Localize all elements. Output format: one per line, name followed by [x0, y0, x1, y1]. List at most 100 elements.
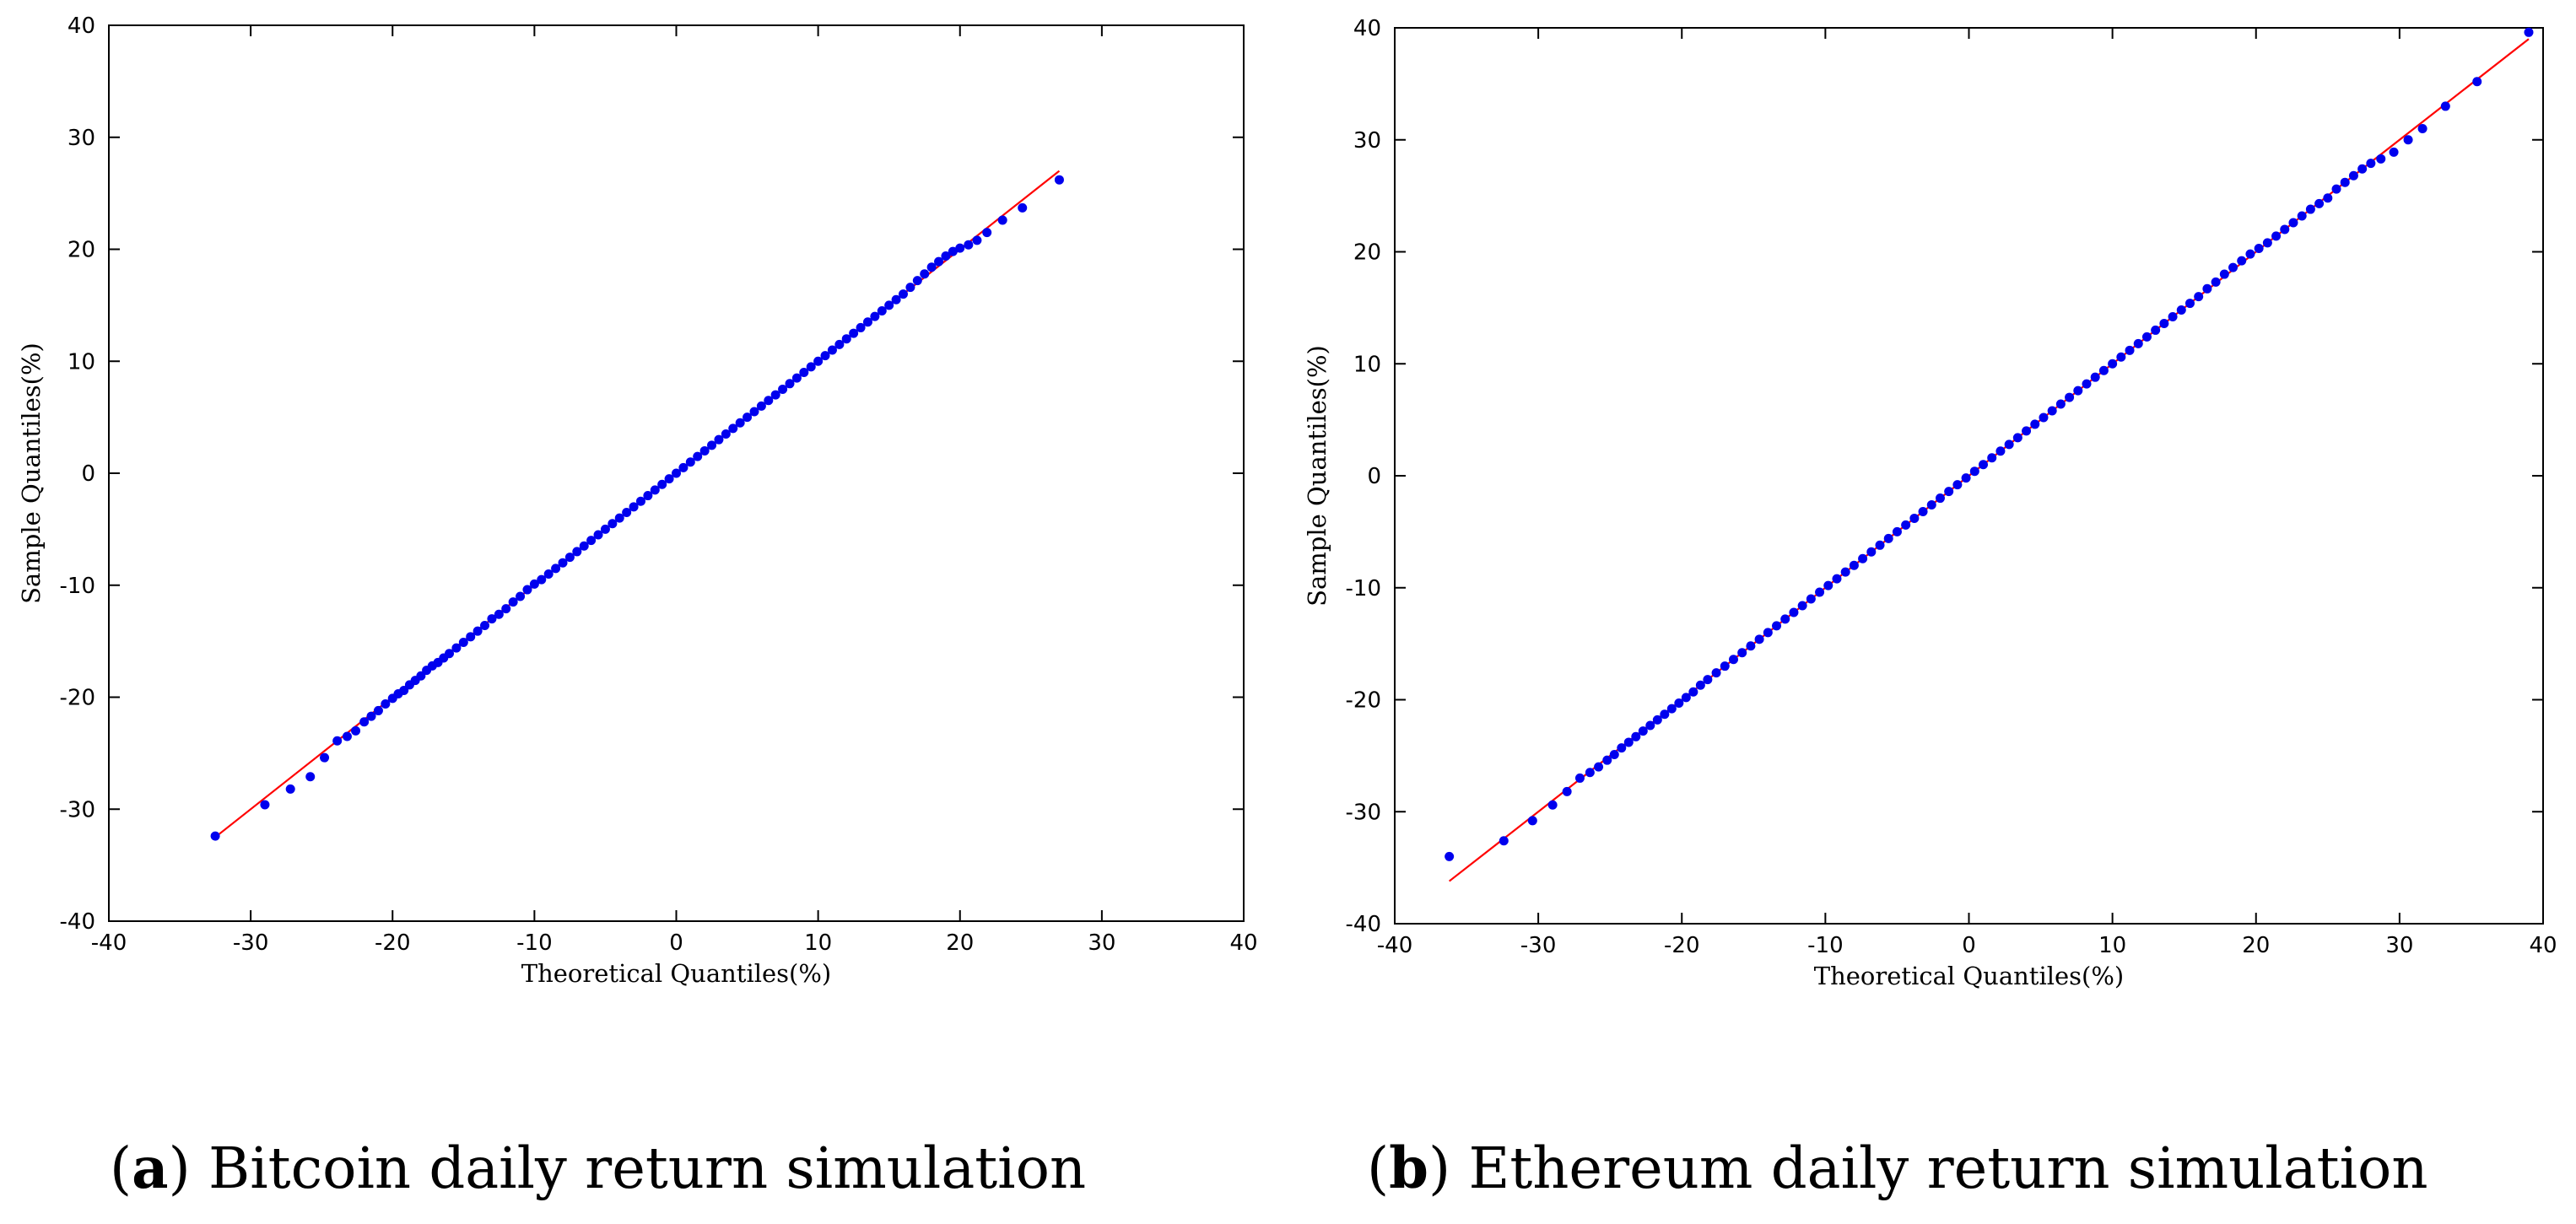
panel-b-qq-point — [2151, 325, 2161, 335]
panel-a-qq-point — [813, 356, 824, 366]
panel-a-qq-point — [1018, 202, 1028, 213]
panel-a-letter: a — [132, 1135, 168, 1201]
panel-b-qq-point — [2417, 123, 2427, 133]
panel-a-qq-point — [884, 300, 894, 310]
panel-b-qq-point — [2108, 359, 2118, 369]
panel-a-qq-point — [529, 579, 539, 589]
panel-a-qq-point — [948, 246, 958, 256]
panel-b-qq-point — [1883, 533, 1893, 543]
panel-b-y-tick-label: -40 — [1346, 912, 1381, 937]
panel-b-qq-point — [2288, 218, 2298, 228]
panel-a-qq-point — [672, 468, 681, 478]
panel-a-qq-point — [501, 604, 511, 614]
panel-a-qq-point — [905, 283, 915, 293]
panel-b-qq-point — [2403, 135, 2413, 145]
panel-a-qq-point — [941, 251, 951, 261]
panel-b-qq-point — [2082, 379, 2092, 389]
panel-a-qq-point — [210, 831, 220, 841]
panel-b-qq-point — [1623, 737, 1634, 747]
panel-a-qq-point — [778, 384, 788, 394]
panel-a-y-axis-title: Sample Quantiles(%) — [17, 342, 46, 604]
panel-b-x-tick-label: 20 — [2242, 933, 2270, 958]
panel-a-qq-point — [685, 457, 695, 467]
panel-b-y-tick-label: 10 — [1353, 352, 1381, 377]
panel-b-qq-point — [2524, 27, 2534, 37]
panel-a-y-tick-label: 30 — [68, 126, 95, 151]
panel-a-qq-point — [664, 474, 674, 484]
panel-a-qq-point — [791, 373, 802, 383]
panel-b-qq-point — [1823, 580, 1833, 590]
panel-b-qq-point — [2125, 345, 2135, 355]
panel-b-qq-point — [2004, 439, 2014, 450]
panel-b-qq-point — [1645, 720, 1655, 731]
panel-a-qq-point — [320, 752, 330, 763]
panel-b-qq-point — [2297, 211, 2307, 221]
panel-b-y-axis-title: Sample Quantiles(%) — [1303, 345, 1331, 607]
panel-a-qq-point — [342, 731, 352, 741]
panel-b-qq-point — [2133, 338, 2143, 348]
panel-b-qq-point — [2280, 224, 2290, 235]
panel-b-qq-point — [2376, 154, 2386, 164]
panel-a-qq-point — [862, 317, 872, 327]
panel-b-qq-point — [1875, 540, 1885, 550]
panel-a-qq-point — [912, 276, 922, 286]
panel-b-y-tick-label: -20 — [1346, 688, 1381, 714]
panel-b-qq-point — [1754, 634, 1764, 644]
panel-a-qq-point — [351, 725, 361, 736]
panel-a-qq-point — [586, 536, 597, 546]
panel-a-x-tick-label: 10 — [804, 930, 832, 956]
panel-b-qq-point — [2184, 299, 2195, 309]
panel-b-qq-point — [1660, 709, 1670, 720]
panel-b-qq-point — [2073, 386, 2083, 396]
panel-b-qq-point — [1602, 755, 1612, 765]
panel-b-qq-point — [2168, 311, 2178, 321]
panel-a-qq-point — [926, 262, 937, 272]
panel-b-y-tick-label: 20 — [1353, 240, 1381, 266]
panel-b-y-tick-label: 30 — [1353, 128, 1381, 154]
panel-a-qq-point — [877, 306, 887, 316]
panel-b-qq-point — [1866, 547, 1877, 557]
panel-a-qq-point — [579, 541, 589, 551]
panel-a-x-tick-label: 30 — [1088, 930, 1115, 956]
panel-a-qq-point — [678, 462, 689, 472]
panel-a-qq-point — [806, 362, 816, 372]
panel-b-x-tick-label: 40 — [2529, 933, 2557, 958]
panel-b-qq-point — [1840, 567, 1850, 577]
panel-b-qq-point — [1797, 601, 1807, 611]
panel-b-qq-point — [2366, 159, 2376, 169]
panel-b-y-tick-label: 40 — [1353, 16, 1381, 41]
panel-a-x-axis-title: Theoretical Quantiles(%) — [521, 959, 831, 988]
panel-b-caption: (b) Ethereum daily return simulation — [1367, 1135, 2428, 1201]
panel-a-qq-point — [508, 597, 518, 607]
panel-b-qq-point — [2202, 283, 2212, 294]
panel-a-qq-point — [756, 401, 766, 411]
panel-a-qq-point — [487, 614, 497, 624]
panel-a-bitcoin: (a) Bitcoin daily return simulation -40-… — [17, 13, 1258, 1201]
panel-b-qq-point — [2039, 412, 2049, 423]
panel-b-qq-point — [1987, 453, 1997, 463]
panel-b-qq-point — [1926, 500, 1936, 510]
panel-b-qq-point — [1892, 526, 1902, 537]
panel-a-qq-point — [870, 311, 880, 321]
panel-b-qq-point — [2254, 244, 2264, 254]
panel-b-qq-point — [2348, 170, 2358, 181]
panel-b-x-tick-label: -20 — [1664, 933, 1699, 958]
panel-a-qq-point — [494, 609, 504, 619]
panel-b-qq-point — [1763, 628, 1773, 638]
panel-a-qq-point — [305, 772, 316, 782]
panel-b-qq-point — [1631, 731, 1641, 741]
panel-a-qq-point — [982, 228, 992, 238]
panel-a-qq-point — [997, 215, 1007, 225]
panel-b-qq-point — [1944, 487, 1954, 497]
panel-a-qq-point — [366, 711, 376, 721]
panel-a-qq-point — [622, 507, 632, 517]
panel-a-caption: (a) Bitcoin daily return simulation — [110, 1135, 1086, 1201]
panel-b-qq-point — [1688, 687, 1698, 697]
panel-b-qq-point — [1445, 851, 1455, 861]
panel-b-qq-point — [1952, 480, 1963, 490]
panel-a-x-tick-label: -10 — [516, 930, 552, 956]
panel-a-x-tick-label: 40 — [1229, 930, 1257, 956]
panel-a-qq-point — [600, 524, 610, 534]
panel-b-qq-point — [2472, 77, 2482, 87]
panel-b-qq-point — [2022, 426, 2032, 436]
